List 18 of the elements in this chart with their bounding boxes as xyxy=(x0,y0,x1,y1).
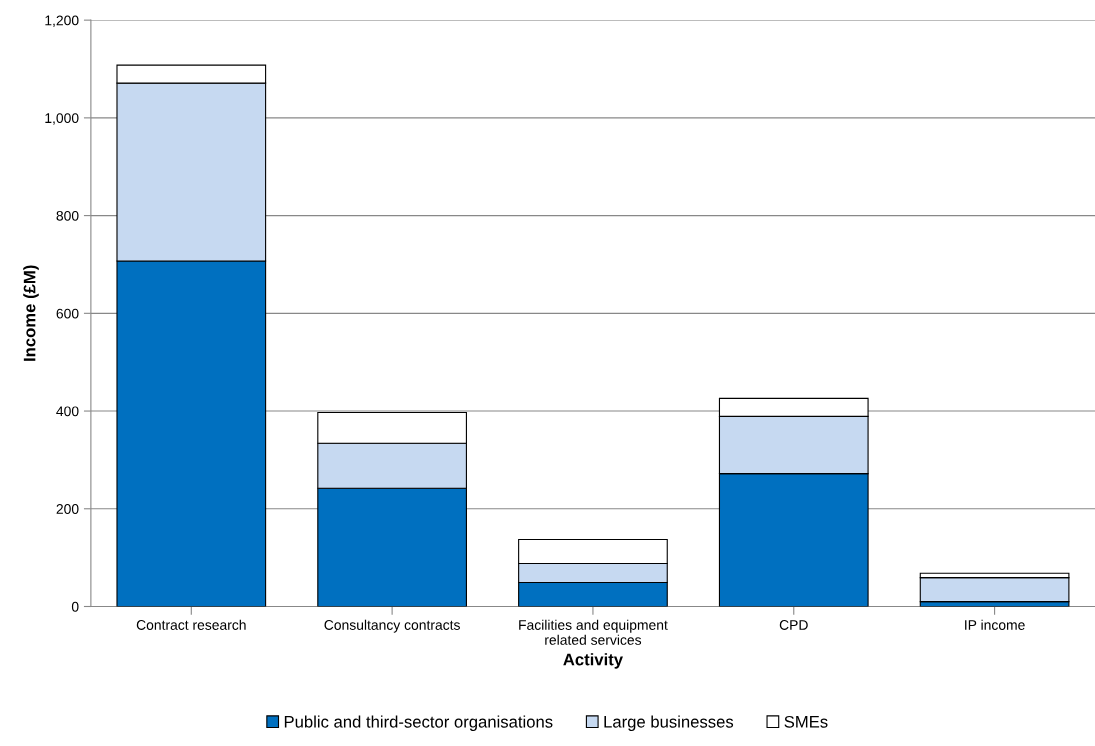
y-tick-label: 200 xyxy=(56,504,79,514)
legend-label: Large businesses xyxy=(604,715,734,731)
legend-label: Public and third-sector organisations xyxy=(284,715,553,731)
bar xyxy=(919,577,1070,603)
y-tick-label: 1,000 xyxy=(45,113,79,125)
x-tick-label: Consultancy contracts xyxy=(324,619,460,633)
x-axis-title: Activity xyxy=(563,653,623,669)
legend-label: SMEs xyxy=(784,715,828,728)
y-tick-label: 600 xyxy=(56,308,79,319)
y-axis-title: Income (£M) xyxy=(23,265,39,361)
x-tick-label: Facilities and equipment related services xyxy=(519,619,668,645)
y-tick-label: 0 xyxy=(71,601,79,612)
x-tick-label: IP income xyxy=(965,619,1025,630)
y-tick-label: 400 xyxy=(56,406,79,417)
x-tick-label: Contract research xyxy=(136,619,246,630)
x-tick-label: CPD xyxy=(779,620,808,630)
y-tick-label: 800 xyxy=(56,210,79,221)
y-tick-label: 1,200 xyxy=(45,15,79,27)
